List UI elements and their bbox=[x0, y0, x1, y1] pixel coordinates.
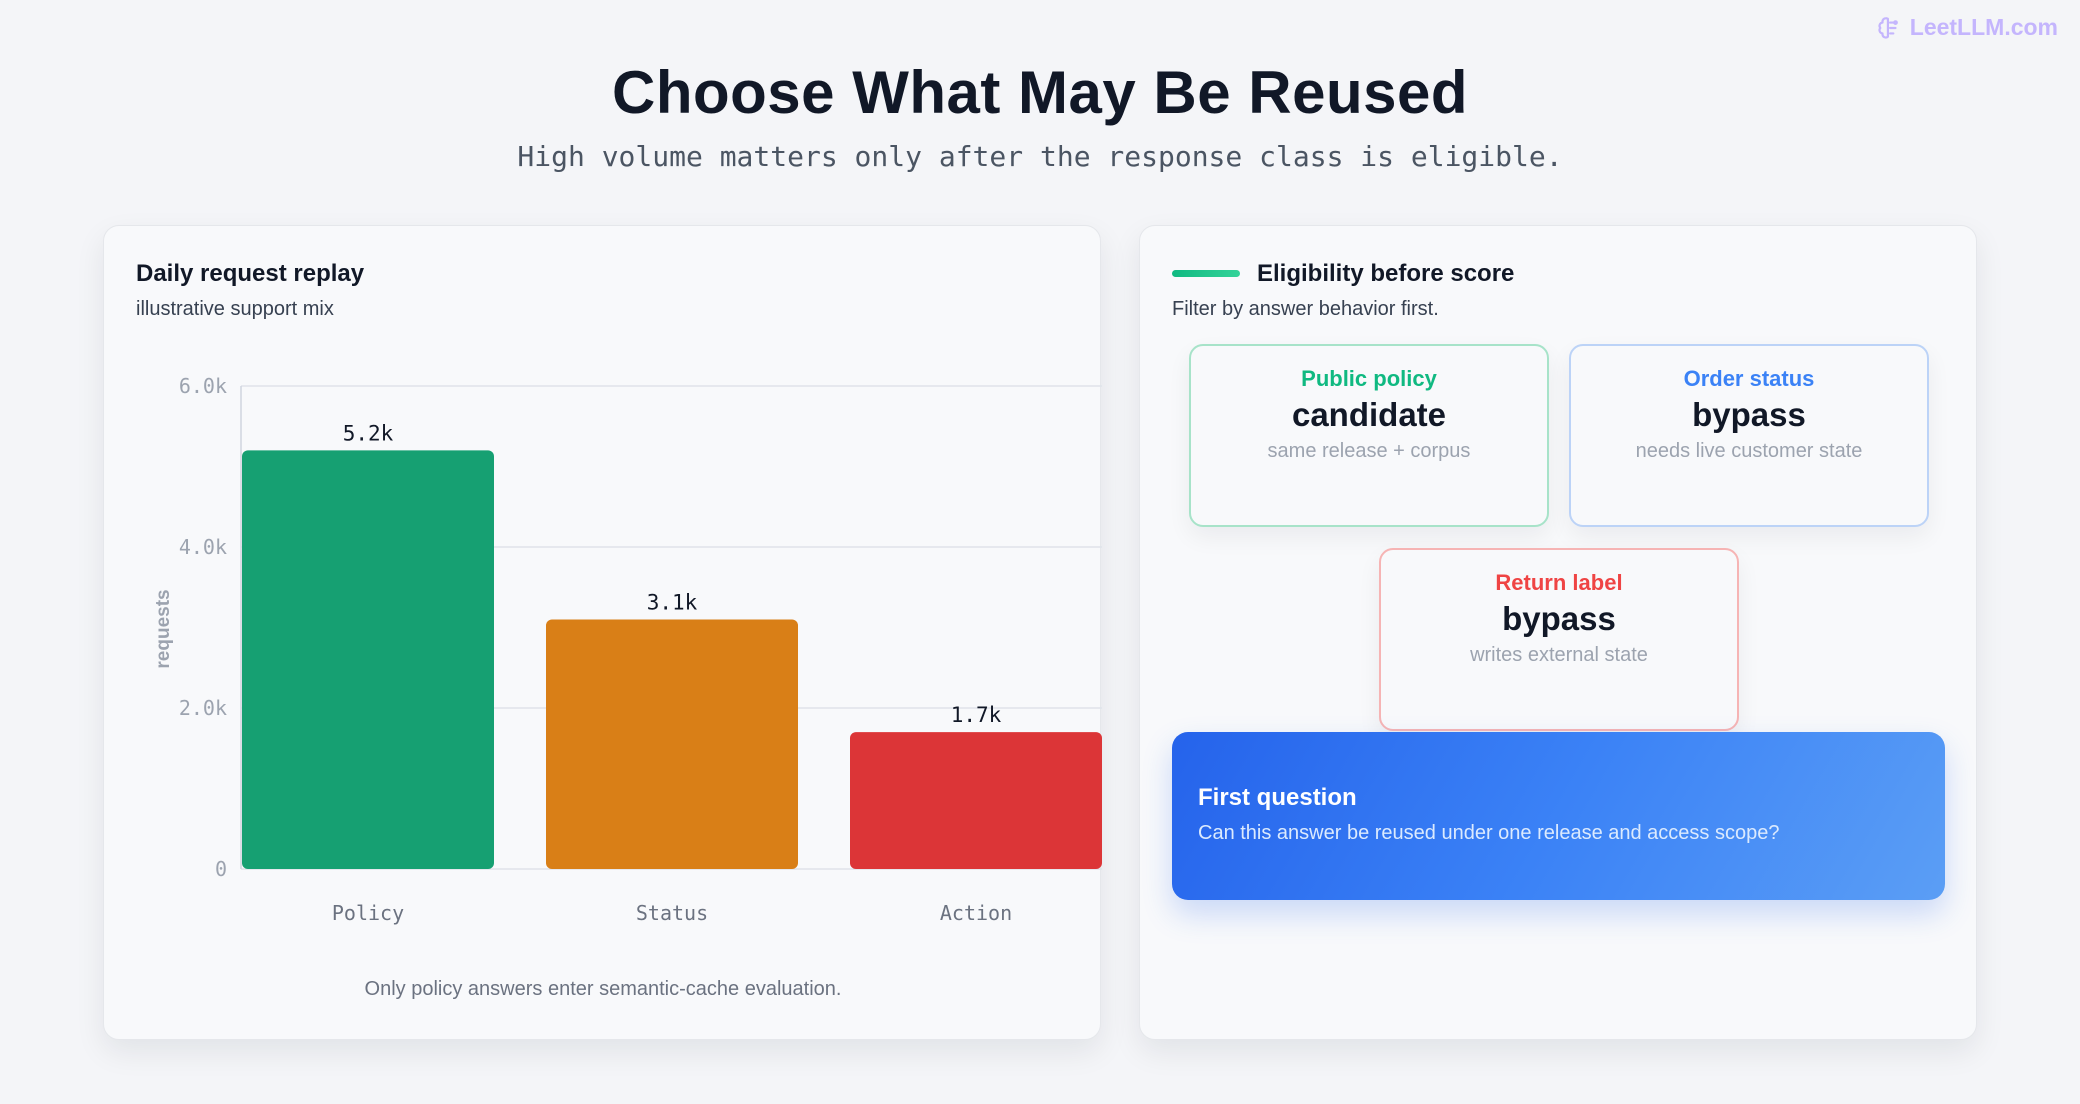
accent-line bbox=[1172, 270, 1240, 277]
tile-note: same release + corpus bbox=[1267, 440, 1471, 462]
tile-value: bypass bbox=[1502, 600, 1616, 637]
x-tick-label: Status bbox=[636, 901, 708, 925]
tile-value: candidate bbox=[1291, 396, 1447, 433]
tile-label: Public policy bbox=[1301, 366, 1437, 391]
y-axis-label: requests bbox=[153, 589, 174, 668]
bar-policy bbox=[242, 450, 494, 869]
brain-icon bbox=[1878, 16, 1898, 39]
question-title: First question bbox=[1198, 784, 1357, 811]
tile-value: bypass bbox=[1692, 396, 1806, 433]
eligibility-card-title: Eligibility before score bbox=[1257, 260, 1515, 287]
brand-text: LeetLLM.com bbox=[1909, 14, 2058, 40]
bar-action bbox=[850, 732, 1102, 869]
x-tick-label: Action bbox=[940, 901, 1012, 925]
question-text: Can this answer be reused under one rele… bbox=[1198, 822, 1780, 844]
bar-chart: 0 2.0k 4.0k 6.0k requests 5.2k Policy 3.1k Statu… bbox=[153, 374, 1102, 925]
bar-value-label: 1.7k bbox=[951, 703, 1002, 727]
chart-card: Daily request replay illustrative suppor… bbox=[103, 225, 1102, 1040]
tile-note: needs live customer state bbox=[1635, 440, 1863, 462]
page-subtitle: High volume matters only after the respo… bbox=[517, 140, 1563, 173]
y-tick-label: 6.0k bbox=[179, 374, 227, 398]
chart-footnote: Only policy answers enter semantic-cache… bbox=[364, 978, 842, 1000]
y-tick-label: 0 bbox=[215, 857, 227, 881]
tile-order-status: Order status bypass needs live customer … bbox=[1569, 344, 1929, 527]
bar-value-label: 3.1k bbox=[647, 590, 698, 614]
y-tick-label: 2.0k bbox=[179, 696, 227, 720]
first-question-box: First question Can this answer be reused… bbox=[1172, 732, 1945, 900]
eligibility-card-subtitle: Filter by answer behavior first. bbox=[1172, 298, 1439, 320]
bar-value-label: 5.2k bbox=[343, 421, 394, 445]
tile-public-policy: Public policy candidate same release + c… bbox=[1189, 344, 1549, 527]
tile-return-label: Return label bypass writes external stat… bbox=[1379, 548, 1739, 731]
tile-note: writes external state bbox=[1470, 644, 1648, 666]
tile-label: Order status bbox=[1683, 366, 1815, 391]
y-tick-label: 4.0k bbox=[179, 535, 227, 559]
bar-status bbox=[546, 619, 798, 869]
page-title: Choose What May Be Reused bbox=[612, 59, 1468, 126]
eligibility-card: Eligibility before score Filter by answe… bbox=[1139, 225, 1977, 1040]
x-tick-label: Policy bbox=[332, 901, 404, 925]
tile-label: Return label bbox=[1495, 570, 1623, 595]
chart-card-title: Daily request replay bbox=[136, 260, 365, 287]
chart-card-subtitle: illustrative support mix bbox=[136, 298, 334, 320]
brand-logo[interactable]: LeetLLM.com bbox=[1876, 14, 2058, 41]
